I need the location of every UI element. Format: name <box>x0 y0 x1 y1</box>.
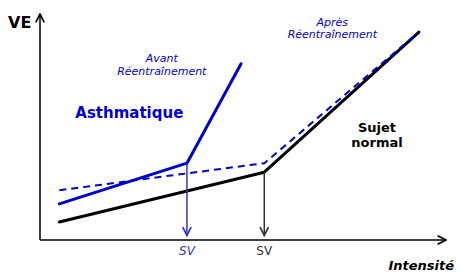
line-series <box>59 32 419 190</box>
annotation-arrow <box>264 172 266 235</box>
x-axis-label: Intensité <box>388 258 454 273</box>
annotation: SV <box>179 244 196 258</box>
line-series <box>59 64 241 204</box>
series-label: AprèsRéentraînement <box>288 16 378 42</box>
chart: Sujetnormal AvantRéentraînement AprèsRéent… <box>0 0 461 280</box>
chart-container: Sujetnormal AvantRéentraînement AprèsRéent… <box>0 0 461 280</box>
annotation: Asthmatique <box>75 104 183 122</box>
annotation-arrow <box>186 163 188 235</box>
line-series <box>59 32 419 222</box>
y-axis-label: VE <box>8 13 31 32</box>
y-axis <box>39 14 41 240</box>
annotation: SV <box>256 244 273 258</box>
series-label: Sujetnormal <box>351 120 402 150</box>
plot-area <box>59 32 419 222</box>
x-axis <box>40 239 446 241</box>
series-label: AvantRéentraînement <box>117 52 207 78</box>
